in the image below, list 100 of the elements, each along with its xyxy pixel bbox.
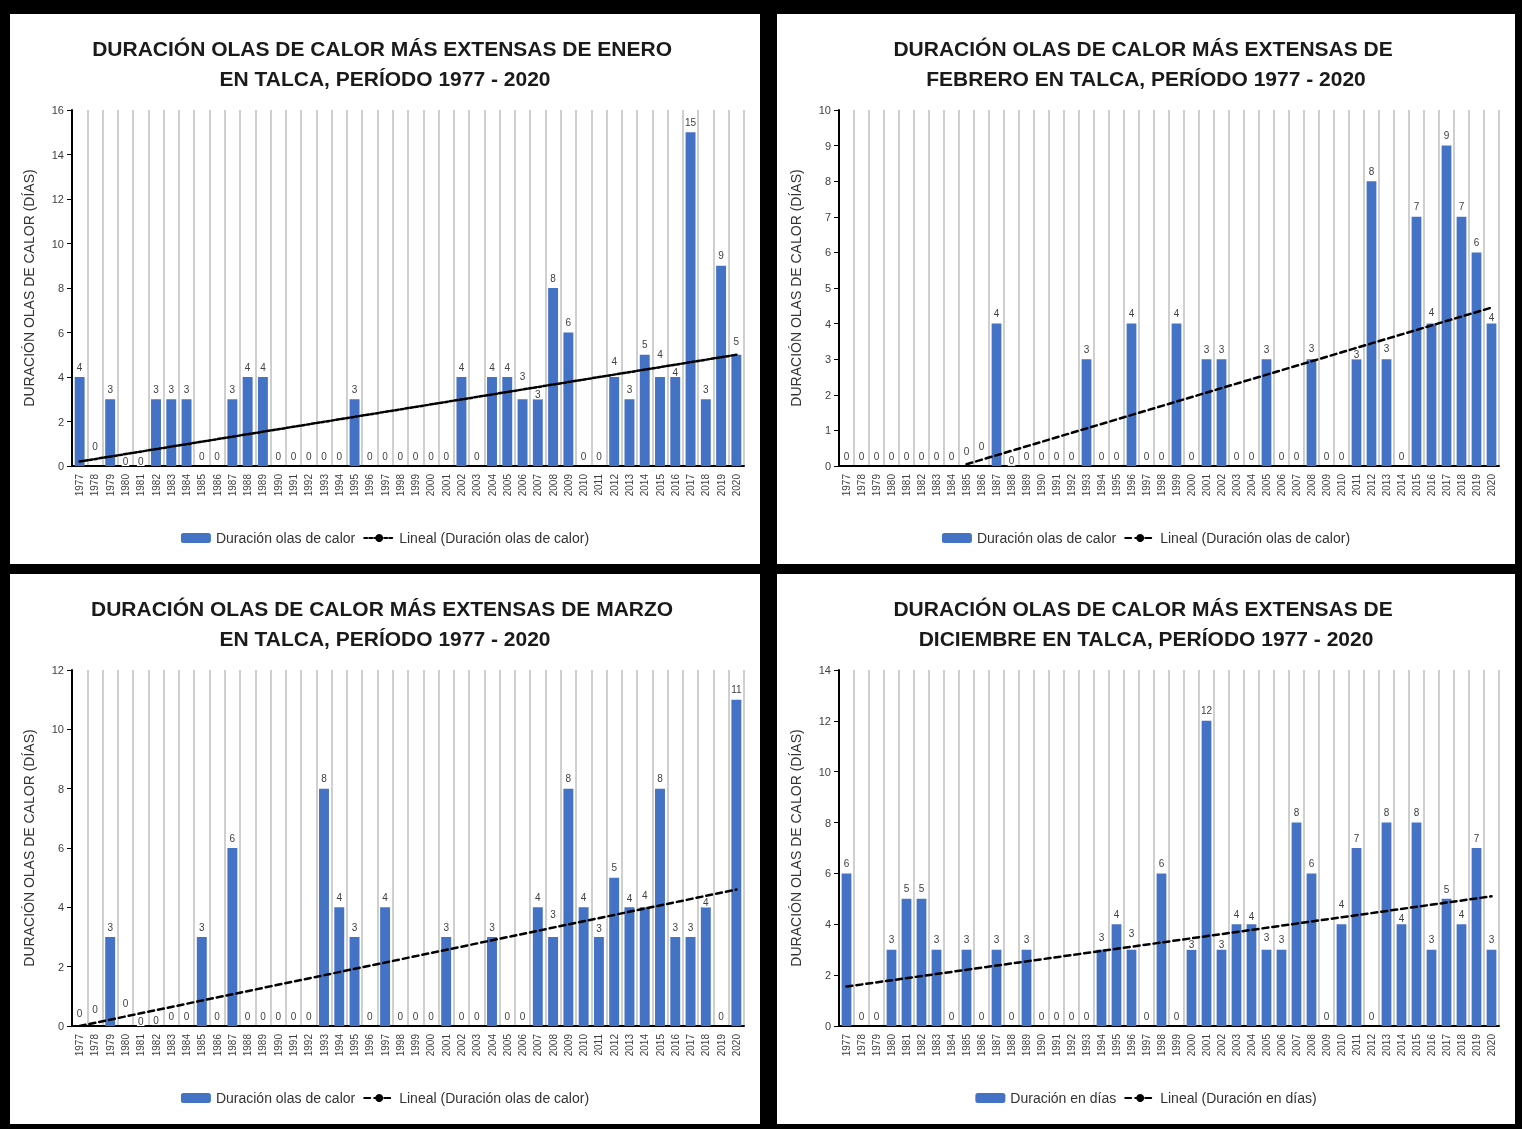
bar	[1426, 323, 1437, 466]
bar	[563, 332, 574, 466]
y-tick-label: 0	[57, 1020, 64, 1032]
x-tick-label: 2006	[517, 1033, 529, 1057]
bar	[1081, 359, 1092, 466]
x-tick-label: 2005	[1261, 1033, 1272, 1057]
data-label: 0	[458, 1010, 465, 1022]
x-tick-label: 2009	[1321, 473, 1332, 497]
data-label: 8	[1293, 807, 1300, 819]
y-tick-label: 8	[57, 782, 64, 795]
x-tick-label: 1978	[856, 473, 867, 497]
data-label: 0	[1113, 450, 1120, 462]
x-tick-label: 1987	[226, 1033, 238, 1057]
data-label: 11	[731, 684, 742, 696]
bar	[1111, 924, 1122, 1026]
data-label: 3	[672, 921, 679, 933]
x-tick-label: 2015	[654, 1033, 666, 1057]
x-tick-label: 1990	[272, 1033, 284, 1057]
x-tick-label: 2019	[1471, 473, 1482, 497]
bar	[685, 937, 696, 1026]
x-tick-label: 1983	[165, 473, 177, 497]
y-tick-label: 2	[57, 415, 64, 428]
bar	[916, 898, 927, 1026]
x-tick-label: 1981	[901, 473, 912, 497]
x-tick-label: 2018	[1456, 1033, 1467, 1057]
x-tick-label: 2009	[1321, 1033, 1332, 1057]
data-label: 3	[963, 934, 970, 946]
x-tick-label: 1987	[991, 1033, 1002, 1057]
data-label: 4	[1233, 908, 1240, 920]
x-tick-label: 2007	[1291, 1033, 1302, 1057]
x-tick-label: 2013	[1381, 473, 1392, 497]
data-label: 3	[687, 921, 694, 933]
x-tick-label: 1981	[135, 473, 147, 497]
data-label: 4	[657, 348, 664, 360]
bar	[886, 949, 897, 1026]
bar	[1411, 822, 1422, 1026]
x-tick-label: 2015	[1411, 1033, 1422, 1057]
x-tick-label: 1987	[226, 473, 238, 497]
legend-label: Lineal (Duración olas de calor)	[1160, 530, 1351, 546]
x-tick-label: 1995	[349, 1033, 361, 1057]
bar	[670, 377, 681, 466]
x-tick-label: 1980	[119, 1033, 131, 1057]
bar	[1471, 252, 1482, 466]
data-label: 0	[918, 450, 925, 462]
data-label: 4	[1398, 913, 1405, 925]
x-tick-label: 2007	[1291, 473, 1302, 497]
data-label: 0	[1083, 1010, 1090, 1022]
x-tick-label: 1985	[961, 1033, 972, 1057]
data-label: 0	[1008, 455, 1015, 467]
bar	[1381, 359, 1392, 466]
bar	[456, 377, 467, 466]
x-tick-label: 2018	[700, 473, 712, 497]
bar	[1336, 924, 1347, 1026]
x-tick-label: 2011	[1351, 473, 1362, 496]
x-tick-label: 2000	[425, 1033, 437, 1057]
x-tick-label: 2020	[730, 473, 742, 497]
x-tick-label: 2013	[1381, 1033, 1392, 1057]
data-label: 4	[504, 361, 511, 373]
y-tick-label: 10	[51, 723, 64, 736]
x-tick-label: 2001	[440, 473, 452, 497]
data-label: 0	[1053, 450, 1060, 462]
bar	[380, 907, 391, 1026]
legend-label: Lineal (Duración olas de calor)	[399, 1090, 590, 1106]
data-label: 3	[1278, 934, 1285, 946]
data-label: 0	[843, 450, 850, 462]
x-tick-label: 2017	[685, 473, 697, 497]
data-label: 4	[672, 366, 679, 378]
data-label: 0	[1293, 450, 1300, 462]
data-label: 0	[948, 1010, 955, 1022]
data-label: 0	[978, 1010, 985, 1022]
data-label: 3	[1353, 348, 1360, 360]
data-label: 3	[1083, 343, 1090, 355]
data-label: 0	[718, 1010, 725, 1022]
y-tick-label: 12	[51, 664, 64, 676]
bar	[1306, 359, 1317, 466]
x-tick-label: 1993	[1081, 1033, 1092, 1057]
x-tick-label: 2003	[471, 473, 483, 497]
data-label: 3	[1263, 932, 1270, 944]
bar	[1486, 949, 1497, 1026]
x-tick-label: 2013	[623, 473, 635, 497]
data-label: 4	[703, 896, 710, 908]
data-label: 0	[153, 1014, 160, 1026]
legend-label: Duración olas de calor	[215, 1090, 356, 1106]
data-label: 3	[107, 383, 114, 395]
x-tick-label: 2007	[532, 473, 544, 497]
data-label: 3	[153, 383, 160, 395]
x-tick-label: 1979	[104, 1033, 116, 1057]
x-tick-label: 2008	[547, 473, 559, 497]
bar	[991, 323, 1002, 466]
data-label: 0	[1143, 1010, 1150, 1022]
bar	[1426, 949, 1437, 1026]
bar	[1201, 359, 1212, 466]
data-label: 3	[351, 383, 358, 395]
data-label: 3	[1128, 928, 1135, 940]
data-label: 0	[978, 441, 985, 453]
data-label: 3	[1218, 938, 1225, 950]
x-tick-label: 1984	[946, 1033, 957, 1057]
data-label: 3	[888, 934, 895, 946]
x-tick-label: 1992	[303, 1033, 315, 1057]
x-tick-label: 2003	[1231, 473, 1242, 497]
